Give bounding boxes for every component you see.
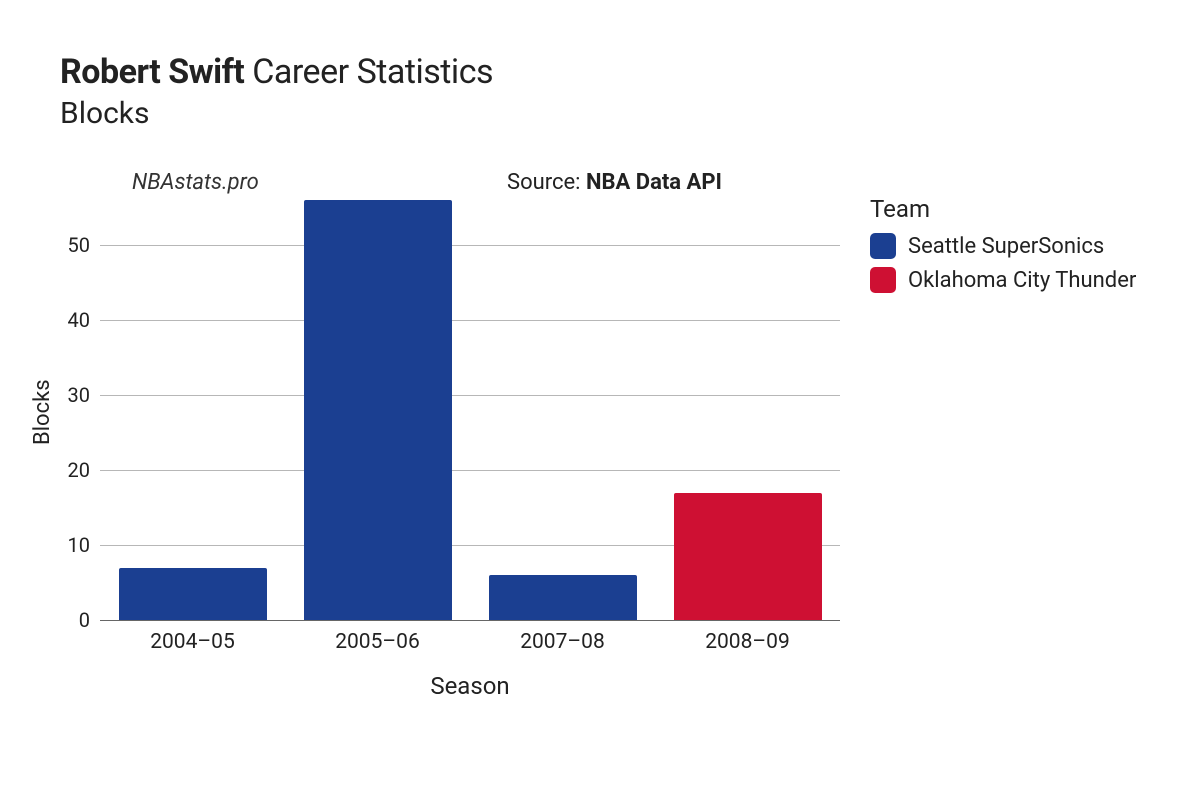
legend: Team Seattle SuperSonics Oklahoma City Th… <box>870 195 1136 301</box>
legend-title: Team <box>870 195 1136 223</box>
title-suffix: Career Statistics <box>252 52 493 92</box>
y-tick-label: 0 <box>40 608 90 632</box>
bar <box>489 575 637 620</box>
source-name: NBA Data API <box>586 170 722 195</box>
legend-item: Oklahoma City Thunder <box>870 267 1136 293</box>
y-tick-label: 20 <box>40 458 90 482</box>
title-block: Robert Swift Career Statistics Blocks <box>60 52 493 131</box>
x-tick-label: 2005–06 <box>335 630 420 654</box>
watermark-text: NBAstats.pro <box>132 170 259 195</box>
x-axis-label: Season <box>100 672 840 700</box>
legend-item: Seattle SuperSonics <box>870 233 1136 259</box>
gridline <box>100 245 840 246</box>
legend-label: Oklahoma City Thunder <box>908 268 1136 293</box>
x-tick-label: 2008–09 <box>705 630 790 654</box>
chart-title-metric: Blocks <box>60 96 493 131</box>
player-name: Robert Swift <box>60 52 244 92</box>
source-prefix: Source: <box>507 170 586 195</box>
y-axis-label: Blocks <box>30 379 55 445</box>
y-tick-label: 40 <box>40 308 90 332</box>
chart-title-line1: Robert Swift Career Statistics <box>60 52 493 92</box>
legend-label: Seattle SuperSonics <box>908 234 1104 259</box>
y-tick-label: 50 <box>40 233 90 257</box>
bar <box>674 493 822 621</box>
gridline <box>100 320 840 321</box>
x-tick-label: 2004–05 <box>150 630 235 654</box>
gridline <box>100 395 840 396</box>
plot-area: 010203040502004–052005–062007–082008–09 <box>100 200 840 620</box>
source-attribution: Source: NBA Data API <box>507 170 722 195</box>
y-tick-label: 10 <box>40 533 90 557</box>
legend-swatch <box>870 233 896 259</box>
x-tick-label: 2007–08 <box>520 630 605 654</box>
legend-swatch <box>870 267 896 293</box>
chart-container: Robert Swift Career Statistics Blocks NB… <box>0 0 1200 800</box>
gridline <box>100 470 840 471</box>
bar <box>119 568 267 621</box>
bar <box>304 200 452 620</box>
baseline <box>100 620 840 621</box>
